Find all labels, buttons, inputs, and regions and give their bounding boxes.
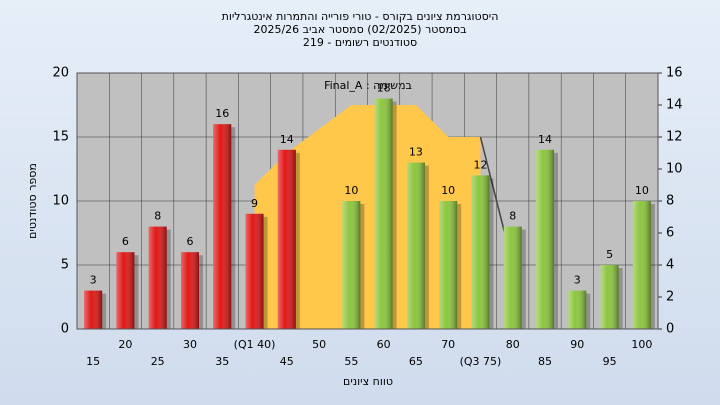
x-tick-label: 25 — [151, 355, 165, 368]
data-label: 13 — [409, 146, 423, 159]
data-label: 14 — [538, 133, 552, 146]
x-tick-label: (Q1 40) — [234, 338, 276, 351]
bar-shading — [245, 213, 264, 329]
x-axis-label: טווח ציונים — [343, 375, 393, 388]
y-tick-label: 20 — [52, 66, 69, 81]
x-tick-label: 20 — [118, 338, 132, 351]
bar-shading — [406, 162, 425, 329]
x-tick-label: 70 — [441, 338, 455, 351]
plot-border — [76, 72, 659, 330]
x-tick-label: 35 — [215, 355, 229, 368]
bar-shading — [632, 201, 651, 329]
y2-tick-label: 6 — [666, 226, 674, 241]
data-label: 10 — [344, 184, 358, 197]
chart-subtitle: בסמסטר (02/2025) סמסטר אביב 2025/26 — [253, 23, 466, 36]
y-tick-label: 15 — [52, 130, 69, 145]
y2-tick-label: 14 — [666, 98, 683, 113]
data-label: 8 — [509, 210, 516, 223]
data-label: 10 — [635, 184, 649, 197]
bar-shading — [277, 149, 296, 329]
y2-tick-label: 12 — [666, 130, 683, 145]
y2-tick-label: 0 — [666, 322, 674, 337]
x-tick-label: 90 — [570, 338, 584, 351]
bar-shading — [374, 98, 393, 329]
x-tick-label: 50 — [312, 338, 326, 351]
x-tick-label: (Q3 75) — [460, 355, 502, 368]
x-tick-label: 80 — [506, 338, 520, 351]
x-tick-label: 55 — [344, 355, 358, 368]
bar-shading — [213, 124, 232, 329]
x-tick-label: 85 — [538, 355, 552, 368]
y-tick-label: 10 — [52, 194, 69, 209]
y-axis-label: מספר סטודנטים — [26, 163, 39, 239]
data-label: 18 — [377, 82, 391, 95]
data-label: 9 — [251, 197, 258, 210]
x-tick-label: 45 — [280, 355, 294, 368]
data-label: 6 — [122, 235, 129, 248]
y-tick-label: 5 — [61, 258, 69, 273]
data-label: 12 — [473, 158, 487, 171]
x-tick-label: 30 — [183, 338, 197, 351]
data-label: 14 — [280, 133, 294, 146]
bar-shading — [116, 252, 135, 329]
bar-shading — [568, 290, 587, 329]
data-label: 6 — [186, 235, 193, 248]
bar-shading — [471, 175, 490, 329]
bar-shading — [503, 226, 522, 329]
data-label: 3 — [90, 274, 97, 287]
x-tick-label: 95 — [603, 355, 617, 368]
chart-title: היסטוגרמת ציונים בקורס - טורי פורייה והת… — [222, 10, 499, 23]
bar-shading — [600, 265, 619, 329]
bar-shading — [342, 201, 361, 329]
data-label: 10 — [441, 184, 455, 197]
y-tick-label: 0 — [61, 322, 69, 337]
bar-shading — [536, 149, 555, 329]
x-tick-label: 15 — [86, 355, 100, 368]
bar-shading — [439, 201, 458, 329]
data-label: 5 — [606, 248, 613, 261]
y2-tick-label: 2 — [666, 290, 674, 305]
x-tick-label: 100 — [631, 338, 652, 351]
data-label: 8 — [154, 210, 161, 223]
annotation: Final_A : במשימה — [324, 79, 412, 92]
x-tick-label: 65 — [409, 355, 423, 368]
y2-tick-label: 8 — [666, 194, 674, 209]
data-label: 3 — [574, 274, 581, 287]
bar-shading — [148, 226, 167, 329]
bar-shading — [180, 252, 199, 329]
y2-tick-label: 4 — [666, 258, 674, 273]
data-label: 16 — [215, 107, 229, 120]
chart-subtitle: סטודנטים רשומים - 219 — [303, 36, 417, 49]
y2-tick-label: 16 — [666, 66, 683, 81]
bar-shading — [84, 290, 103, 329]
x-tick-label: 60 — [377, 338, 391, 351]
y2-tick-label: 10 — [666, 162, 683, 177]
